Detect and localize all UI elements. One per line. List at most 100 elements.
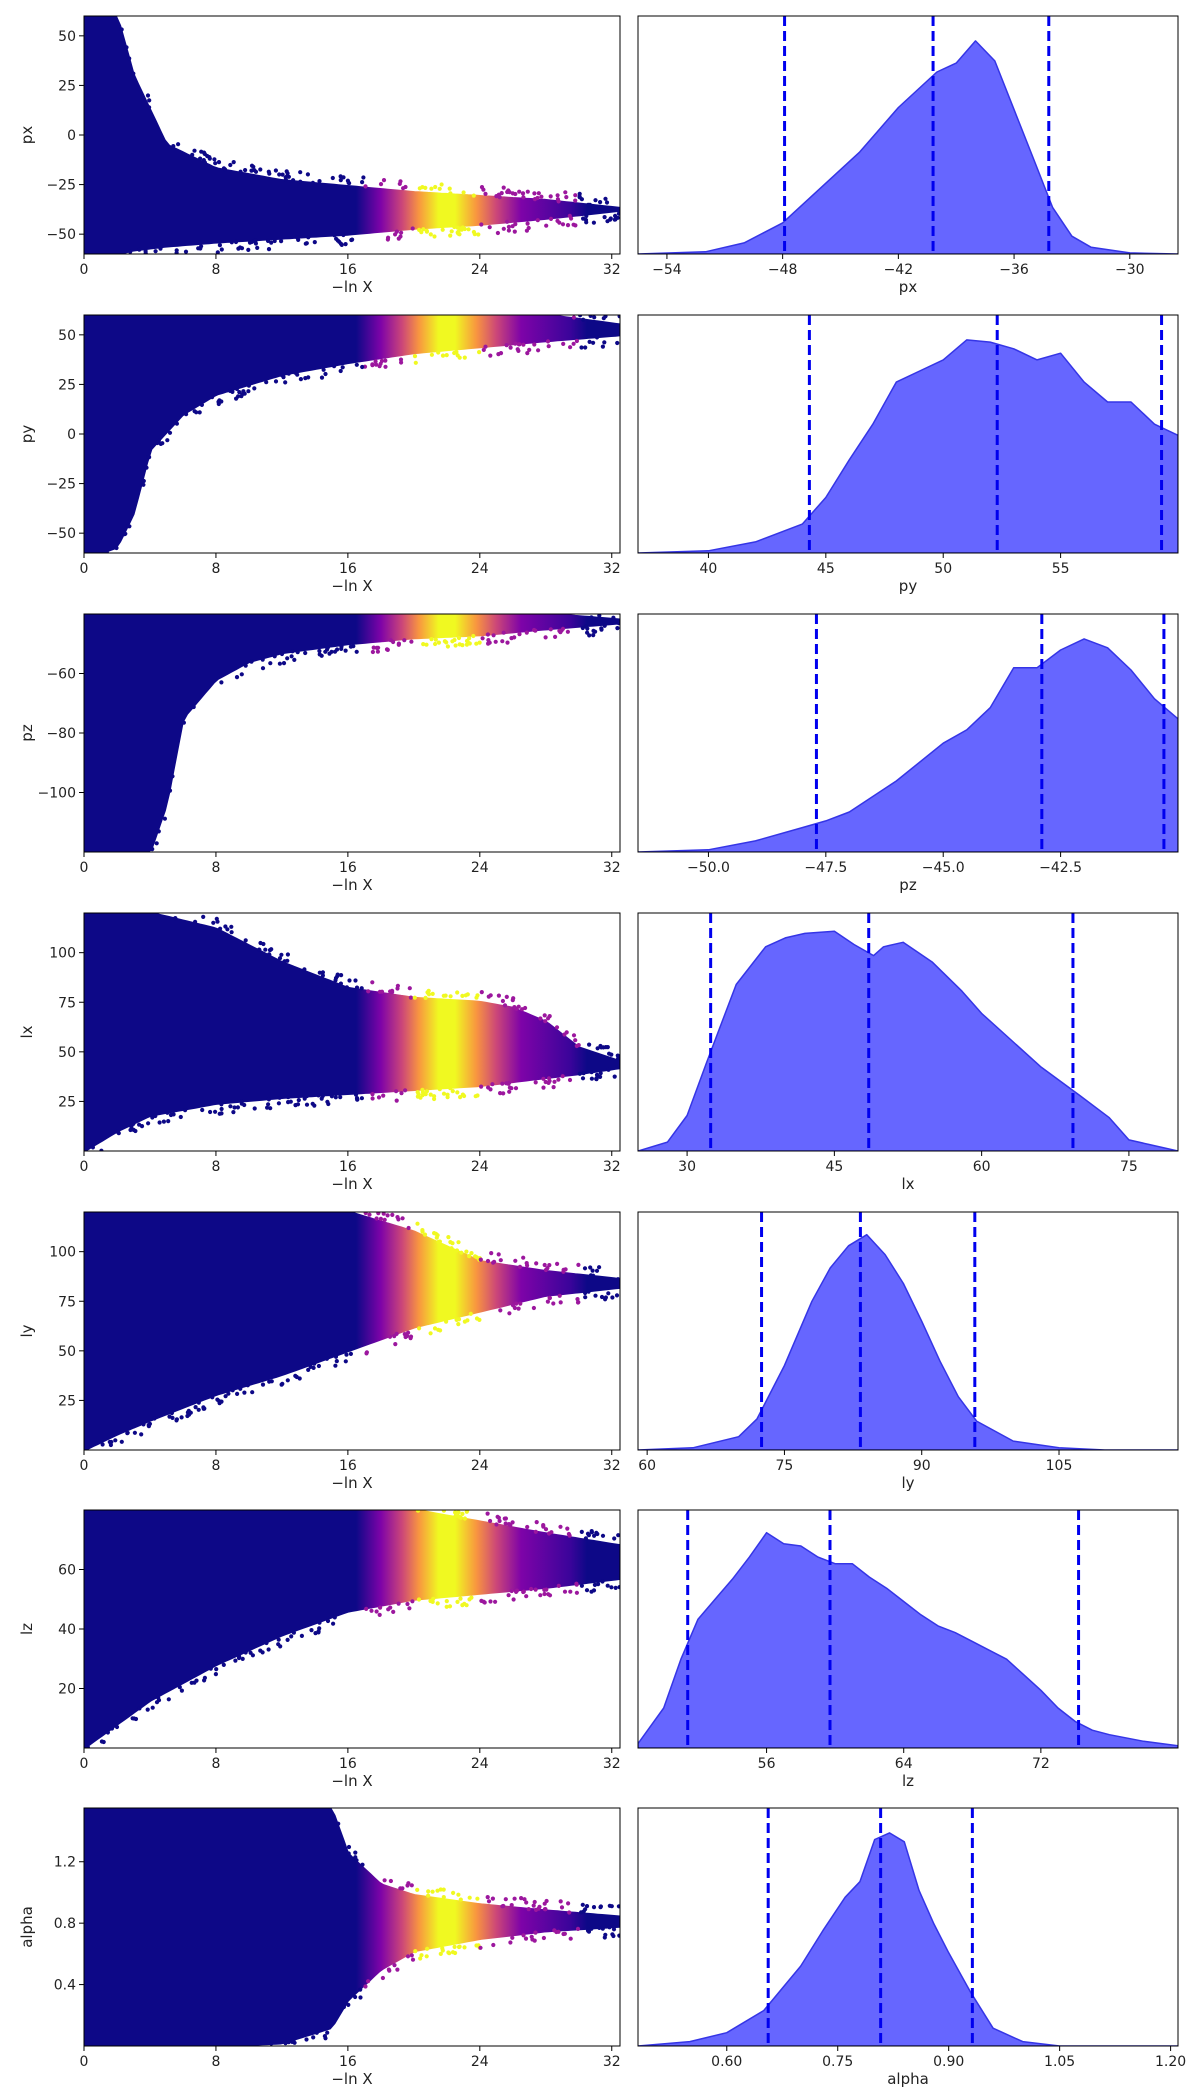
x-tick-label: 0 <box>80 2054 89 2070</box>
x-tick-label: 24 <box>471 2054 489 2070</box>
x-tick-label: 8 <box>211 1458 220 1474</box>
x-axis-label: px <box>899 278 918 296</box>
density-area <box>638 40 1178 254</box>
y-axis-label: px <box>18 126 36 145</box>
trace-panel-px: 0 8 16 24 32 50 25 0 −25 −50 −ln X px <box>18 15 621 296</box>
x-tick-label: 90 <box>913 1458 931 1474</box>
x-tick-label: 24 <box>471 1458 489 1474</box>
y-tick-label: −25 <box>46 477 76 493</box>
marginal-panel-ly: 60 75 90 105 ly <box>637 1211 1179 1492</box>
x-axis-label: −ln X <box>331 1474 372 1492</box>
y-axis-label: lx <box>18 1025 36 1038</box>
x-tick-label: 32 <box>603 860 621 876</box>
y-tick-label: −80 <box>46 726 76 742</box>
trace-panel-ly: 0 8 16 24 32 100 75 50 25 −ln X ly <box>18 1211 621 1492</box>
x-tick-label: −42.5 <box>1039 860 1082 876</box>
scatter-edge-points <box>84 914 620 1151</box>
x-axis-label: −ln X <box>331 2070 372 2088</box>
scatter-edge-points <box>150 614 620 852</box>
marginal-frame <box>637 1211 1179 1451</box>
x-tick-label: 16 <box>339 561 357 577</box>
scatter-cloud <box>84 1808 620 2046</box>
y-tick-label: 40 <box>58 1622 76 1638</box>
x-tick-label: 1.05 <box>1044 2054 1075 2070</box>
scatter-edge-points <box>119 27 620 254</box>
y-axis-label: alpha <box>18 1906 36 1948</box>
marginal-panel-px: −54 −48 −42 −36 −30 px <box>637 15 1179 296</box>
x-tick-label: 30 <box>678 1159 696 1175</box>
x-tick-label: 8 <box>211 860 220 876</box>
x-tick-label: −50.0 <box>687 860 730 876</box>
scatter-cloud <box>84 1212 620 1450</box>
y-tick-label: 60 <box>58 1563 76 1579</box>
x-tick-label: 0.60 <box>711 2054 742 2070</box>
y-tick-label: 100 <box>49 946 76 962</box>
x-axis-label: lz <box>902 1772 914 1790</box>
y-tick-label: 0.4 <box>54 1978 76 1994</box>
x-tick-label: 16 <box>339 1159 357 1175</box>
scatter-cloud <box>84 315 620 553</box>
x-tick-label: −42 <box>884 262 914 278</box>
y-tick-label: 25 <box>58 78 76 94</box>
x-axis-label: −ln X <box>331 1772 372 1790</box>
x-tick-label: −45.0 <box>922 860 965 876</box>
y-axis-label: pz <box>18 724 36 742</box>
y-tick-label: 0 <box>67 128 76 144</box>
y-axis-label: lz <box>18 1623 36 1635</box>
x-tick-label: 0 <box>80 860 89 876</box>
x-tick-label: 0.90 <box>933 2054 964 2070</box>
scatter-cloud <box>84 16 620 254</box>
x-tick-label: 64 <box>895 1756 913 1772</box>
trace-panel-lx: 0 8 16 24 32 100 75 50 25 −ln X lx <box>18 912 621 1193</box>
x-tick-label: 105 <box>1046 1458 1073 1474</box>
x-tick-label: 8 <box>211 561 220 577</box>
x-tick-label: 24 <box>471 1756 489 1772</box>
y-axis-label: ly <box>18 1324 36 1337</box>
x-tick-label: 45 <box>817 561 835 577</box>
density-area <box>638 339 1178 553</box>
x-tick-label: 8 <box>211 262 220 278</box>
x-tick-label: 40 <box>700 561 718 577</box>
x-tick-label: 55 <box>1052 561 1070 577</box>
x-tick-label: 32 <box>603 262 621 278</box>
y-tick-label: 0.8 <box>54 1916 76 1932</box>
x-tick-label: 75 <box>776 1458 794 1474</box>
x-tick-label: 50 <box>934 561 952 577</box>
x-tick-label: −30 <box>1115 262 1145 278</box>
x-tick-label: 0 <box>80 1756 89 1772</box>
x-axis-label: −ln X <box>331 577 372 595</box>
x-tick-label: 0 <box>80 561 89 577</box>
marginal-frame <box>637 613 1179 853</box>
x-tick-label: −36 <box>999 262 1029 278</box>
y-tick-label: 50 <box>58 29 76 45</box>
x-tick-label: 60 <box>973 1159 991 1175</box>
density-area <box>638 930 1178 1151</box>
y-tick-label: −100 <box>38 786 76 802</box>
x-tick-label: 32 <box>603 561 621 577</box>
y-tick-label: −50 <box>46 526 76 542</box>
x-tick-label: 24 <box>471 262 489 278</box>
marginal-frame <box>637 1807 1179 2047</box>
density-area <box>638 638 1178 852</box>
x-tick-label: 16 <box>339 860 357 876</box>
y-tick-label: 75 <box>58 1294 76 1310</box>
x-tick-label: 1.20 <box>1155 2054 1186 2070</box>
x-tick-label: 8 <box>211 1159 220 1175</box>
density-area <box>638 1832 1178 2046</box>
y-tick-label: 50 <box>58 328 76 344</box>
x-tick-label: 0 <box>80 1458 89 1474</box>
density-area <box>638 1531 1178 1748</box>
x-tick-label: −48 <box>768 262 798 278</box>
y-tick-label: 25 <box>58 377 76 393</box>
marginal-frame <box>637 15 1179 255</box>
scatter-edge-points <box>102 315 620 553</box>
marginal-panel-py: 40 45 50 55 py <box>637 314 1179 595</box>
x-tick-label: 8 <box>211 2054 220 2070</box>
x-tick-label: 32 <box>603 2054 621 2070</box>
x-tick-label: 32 <box>603 1756 621 1772</box>
y-tick-label: −25 <box>46 178 76 194</box>
x-tick-label: 24 <box>471 860 489 876</box>
y-tick-label: 25 <box>58 1094 76 1110</box>
x-tick-label: 60 <box>638 1458 656 1474</box>
x-axis-label: −ln X <box>331 1175 372 1193</box>
